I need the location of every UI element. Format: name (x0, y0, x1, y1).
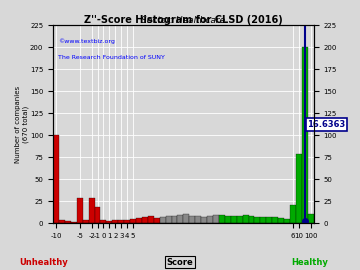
Bar (248, 216, 255, 223)
Text: Healthy: Healthy (291, 258, 328, 266)
Bar (59, 220, 65, 223)
Bar (107, 221, 112, 223)
Bar (237, 216, 243, 223)
Bar (83, 220, 89, 223)
Bar (124, 220, 130, 223)
Bar (160, 217, 166, 223)
Bar (308, 214, 314, 223)
Bar (130, 219, 136, 223)
Y-axis label: Number of companies
(670 total): Number of companies (670 total) (15, 86, 28, 163)
Bar (290, 205, 296, 223)
Bar (278, 218, 284, 223)
Bar (260, 217, 266, 223)
Bar (89, 198, 95, 223)
Bar (112, 220, 118, 223)
Text: Score: Score (167, 258, 193, 266)
Bar (302, 47, 308, 223)
Text: ©www.textbiz.org: ©www.textbiz.org (58, 38, 115, 44)
Bar (201, 217, 207, 223)
Bar (177, 215, 183, 223)
Bar (154, 218, 160, 223)
Bar (95, 207, 100, 223)
Bar (219, 215, 225, 223)
Title: Z''-Score Histogram for CLSD (2016): Z''-Score Histogram for CLSD (2016) (84, 15, 283, 25)
Bar (71, 222, 77, 223)
Bar (189, 216, 195, 223)
Bar (272, 217, 278, 223)
Bar (231, 216, 237, 223)
Bar (284, 219, 290, 223)
Bar (172, 216, 177, 223)
Text: The Research Foundation of SUNY: The Research Foundation of SUNY (58, 55, 165, 60)
Bar (53, 135, 59, 223)
Bar (166, 216, 172, 223)
Bar (118, 220, 124, 223)
Text: Sector: Healthcare: Sector: Healthcare (141, 16, 225, 25)
Bar (148, 216, 154, 223)
Bar (77, 198, 83, 223)
Bar (266, 217, 272, 223)
Bar (100, 220, 107, 223)
Bar (183, 214, 189, 223)
Bar (195, 216, 201, 223)
Bar (65, 221, 71, 223)
Bar (225, 216, 231, 223)
Text: 16.6363: 16.6363 (307, 120, 346, 129)
Text: Unhealthy: Unhealthy (19, 258, 68, 266)
Bar (243, 215, 248, 223)
Bar (207, 216, 213, 223)
Bar (296, 154, 302, 223)
Bar (136, 218, 142, 223)
Bar (213, 215, 219, 223)
Bar (255, 217, 260, 223)
Bar (142, 217, 148, 223)
